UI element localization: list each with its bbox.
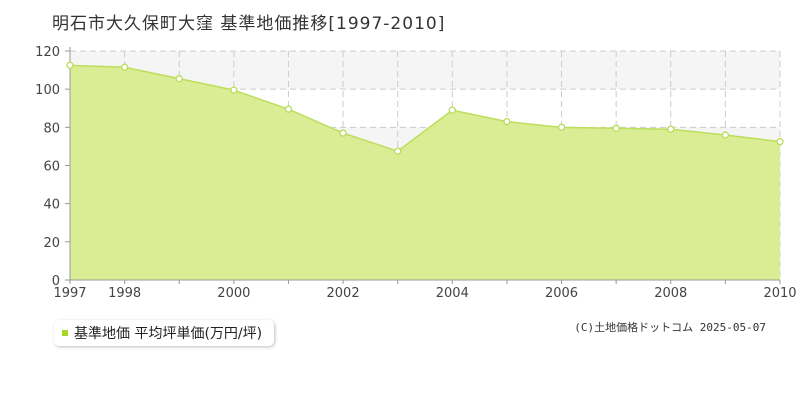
data-point — [230, 86, 238, 94]
data-point — [721, 131, 730, 139]
y-tick-label: 60 — [43, 160, 60, 175]
y-tick-labels: 0 20 40 60 80 100 120 — [35, 45, 60, 289]
x-tick-label: 2010 — [763, 286, 796, 300]
y-tick-label: 20 — [43, 236, 60, 251]
x-tick-label: 2008 — [654, 286, 687, 300]
data-point — [557, 123, 566, 131]
series-line — [69, 64, 781, 153]
x-tick-labels: 1997 1998 2000 2002 2004 2006 2008 2010 — [53, 286, 796, 300]
chart-plot: 0 20 40 60 80 100 120 1997 1998 2000 2002 2004 2006… — [35, 45, 796, 300]
x-tick-label: 2002 — [327, 286, 360, 300]
x-tick-label: 1998 — [108, 286, 141, 300]
data-point — [66, 61, 74, 69]
data-point — [175, 75, 183, 83]
data-point — [667, 125, 675, 133]
data-point — [394, 147, 402, 155]
x-tick-label: 1997 — [53, 286, 86, 300]
copyright-text: (C)土地価格ドットコム 2025-05-07 — [574, 321, 766, 334]
y-tick-label: 120 — [35, 45, 60, 60]
y-tick-label: 40 — [43, 198, 60, 213]
y-tick-label: 0 — [52, 274, 60, 289]
data-point — [503, 117, 511, 126]
legend: 基準地価 平均坪単価(万円/坪) — [54, 320, 275, 346]
y-tick-label: 80 — [43, 121, 60, 136]
legend-label: 基準地価 平均坪単価(万円/坪) — [74, 326, 263, 342]
y-tick-label: 100 — [35, 83, 60, 98]
data-point — [284, 105, 293, 113]
chart-title: 明石市大久保町大窪 基準地価推移[1997-2010] — [52, 14, 446, 34]
legend-swatch — [62, 330, 68, 336]
plot-axes — [65, 47, 781, 284]
x-tick-label: 2000 — [217, 286, 250, 300]
plot-area — [69, 64, 781, 280]
data-point — [612, 124, 620, 132]
data-point — [120, 63, 129, 71]
x-tick-label: 2006 — [545, 286, 578, 300]
data-point — [339, 129, 347, 137]
data-point — [448, 106, 456, 114]
x-tick-label: 2004 — [436, 286, 469, 300]
data-point — [776, 137, 784, 146]
area-fill — [70, 65, 780, 280]
plot-points — [66, 61, 784, 155]
